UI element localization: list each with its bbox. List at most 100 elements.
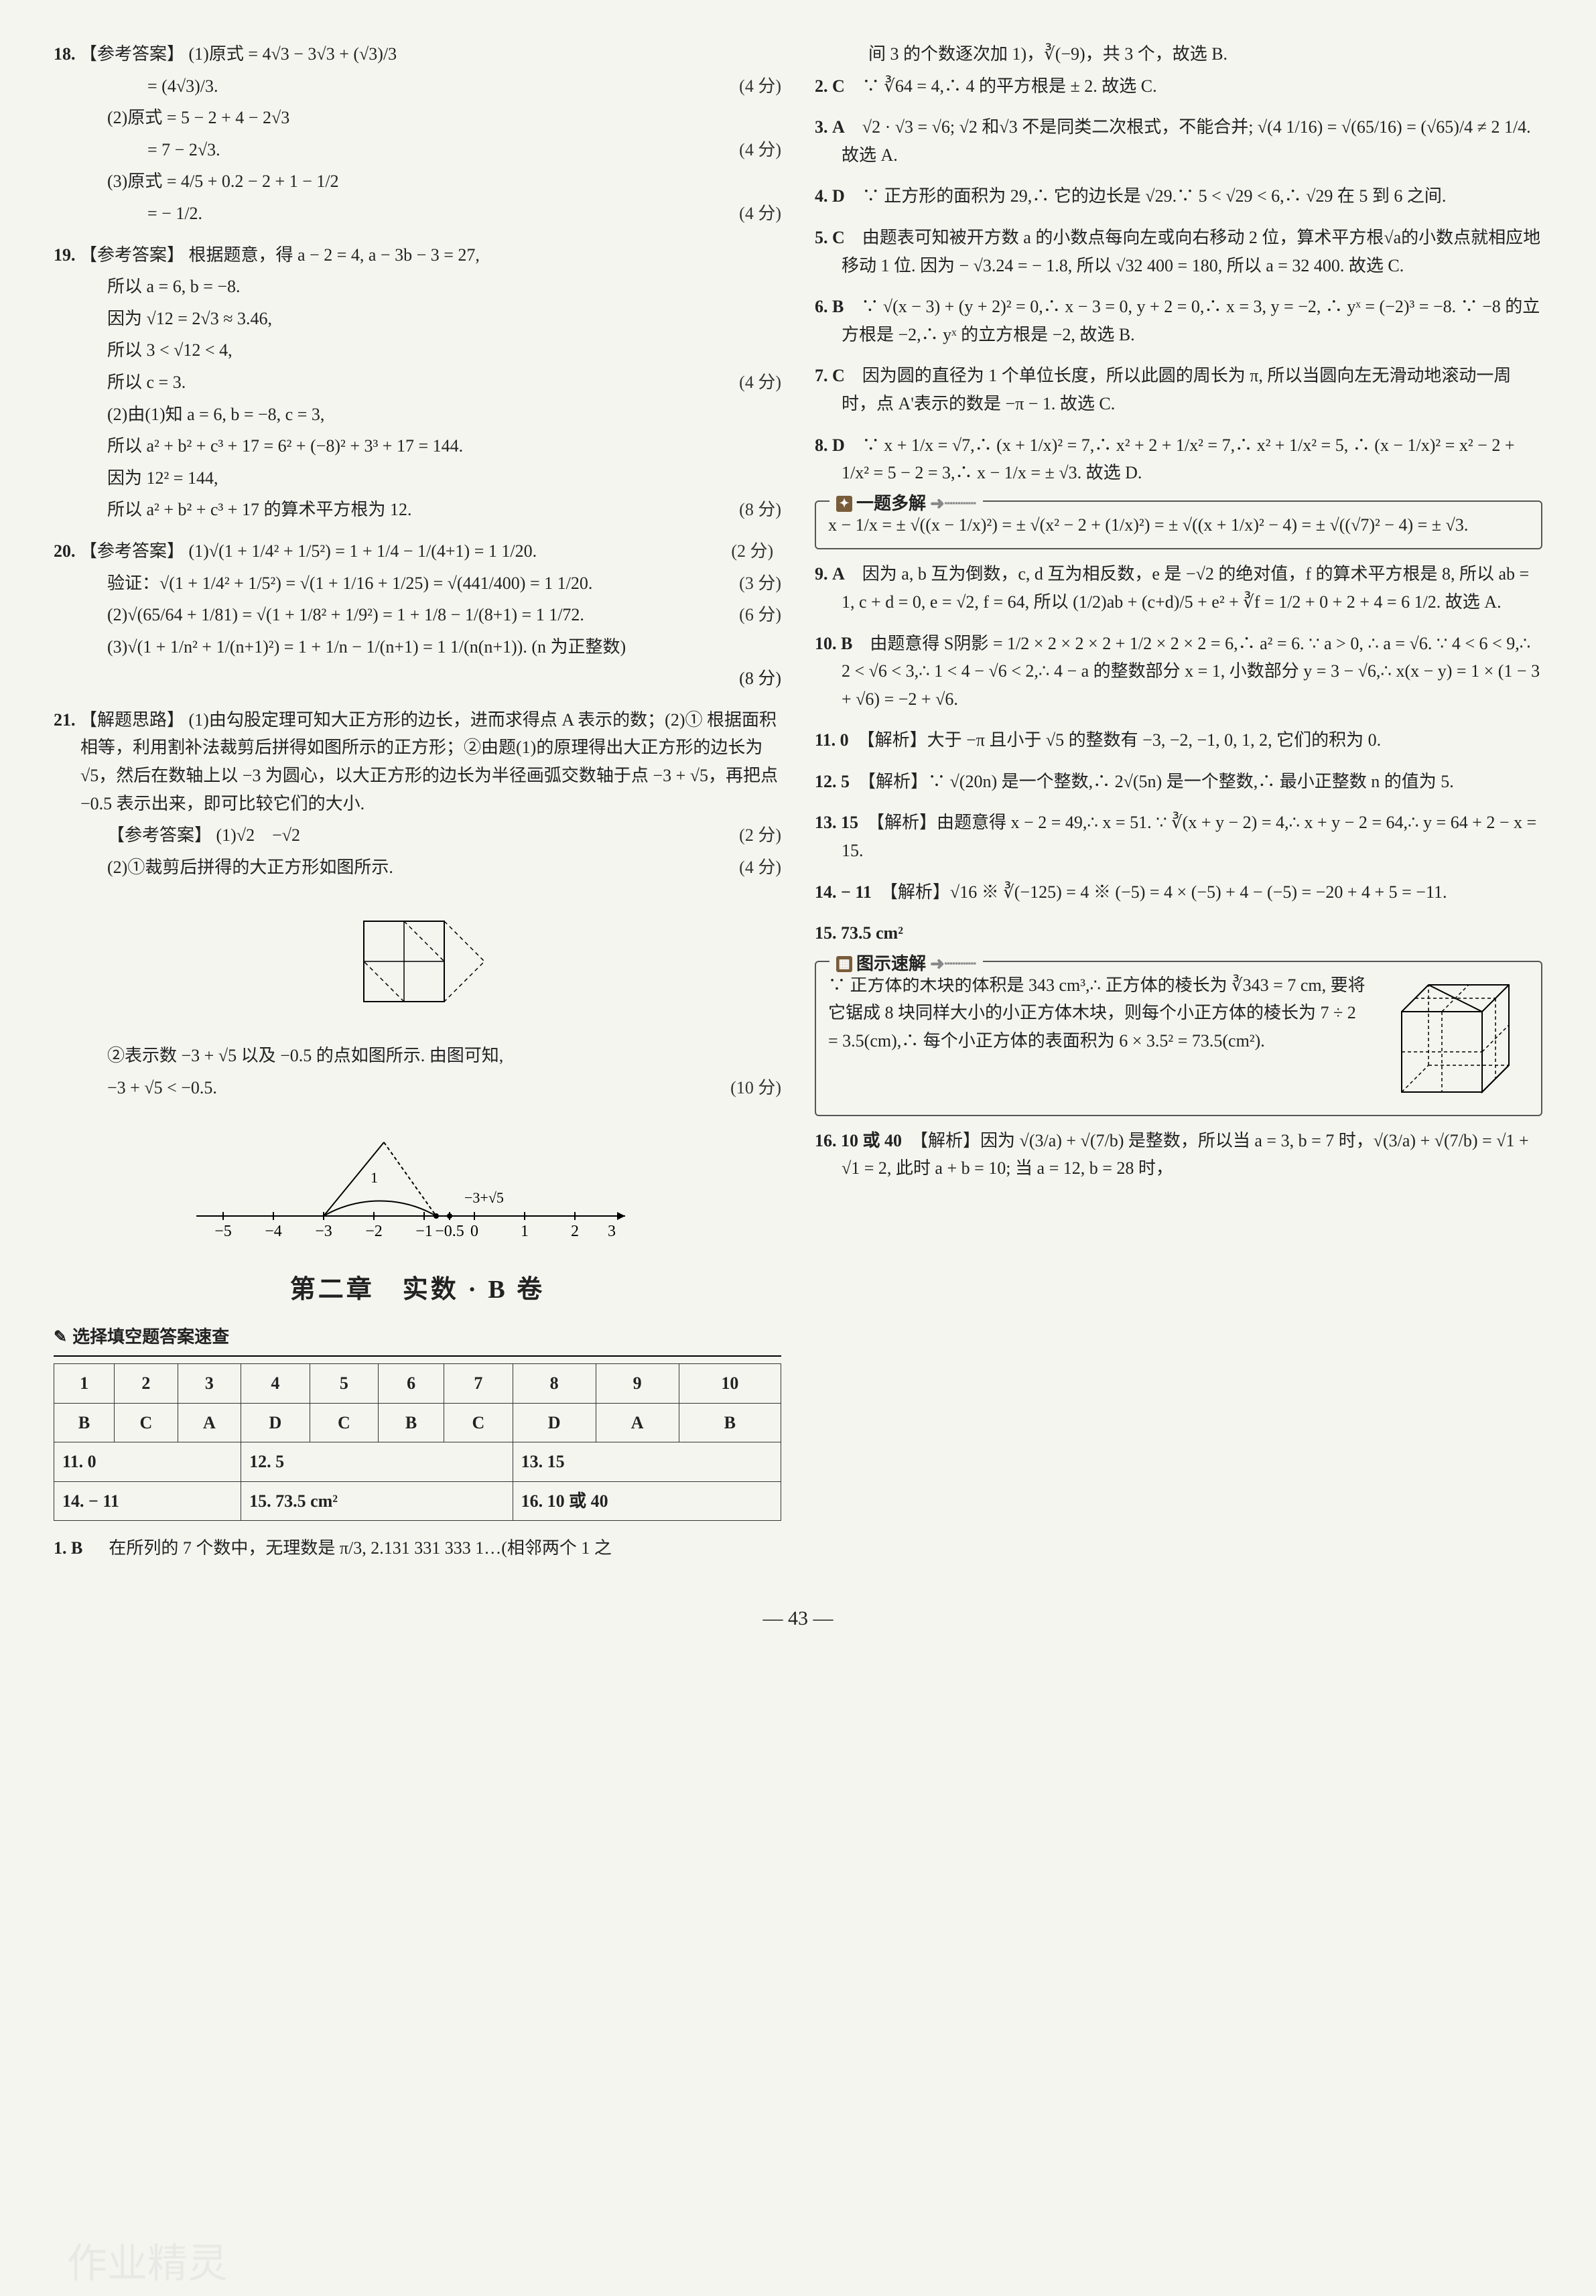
cell: 4 <box>241 1364 310 1404</box>
answer-letter: A <box>832 564 845 584</box>
score: (10 分) <box>730 1074 781 1102</box>
problem-number: 9. <box>815 564 828 584</box>
problem-2: 2. C ∵ ∛64 = 4,∴ 4 的平方根是 ± 2. 故选 C. <box>815 72 1542 100</box>
problem-15: 15. 73.5 cm² <box>815 919 1542 947</box>
svg-text:−0.5: −0.5 <box>435 1223 464 1240</box>
multi-solution-box: ✦ 一题多解 ➜┈┈┈ x − 1/x = ± √((x − 1/x)²) = … <box>815 500 1542 550</box>
answer-value: 15 <box>841 813 858 832</box>
text: 所以 a² + b² + c³ + 17 的算术平方根为 12. <box>107 500 411 519</box>
box-content: ∵ 正方体的木块的体积是 343 cm³,∴ 正方体的棱长为 ∛343 = 7 … <box>828 971 1368 1055</box>
score: (6 分) <box>739 601 781 629</box>
problem-number: 3. <box>815 117 828 137</box>
problem-20: 20. 【参考答案】 (2 分) (1)√(1 + 1/4² + 1/5²) =… <box>54 537 781 693</box>
box-title: ▦ 图示速解 ➜┈┈┈ <box>829 950 983 978</box>
cell: 16. 10 或 40 <box>513 1481 781 1521</box>
cell: C <box>444 1403 513 1442</box>
answer-value: 10 或 40 <box>841 1131 902 1150</box>
problem-number: 8. <box>815 435 828 455</box>
thinking-label: 【解题思路】 <box>80 710 184 730</box>
text: 因为 √12 = 2√3 ≈ 3.46, <box>107 309 272 328</box>
problem-18: 18. 【参考答案】 (1)原式 = 4√3 − 3√3 + (√3)/3 (4… <box>54 40 781 228</box>
answer-label: 【参考答案】 <box>80 245 184 265</box>
svg-text:1: 1 <box>371 1169 378 1186</box>
score: (3 分) <box>739 569 781 598</box>
answer-letter: B <box>71 1538 82 1558</box>
watermark: 作业精灵 <box>67 2232 228 2296</box>
problem-number: 5. <box>815 228 828 247</box>
cell: 2 <box>115 1364 178 1404</box>
svg-text:−4: −4 <box>265 1223 282 1240</box>
text: 所以 a² + b² + c³ + 17 = 6² + (−8)² + 3³ +… <box>107 436 463 456</box>
text: √2 · √3 = √6; √2 和√3 不是同类二次根式，不能合并; √(4 … <box>842 117 1531 165</box>
problem-number: 19. <box>54 245 76 265</box>
problem-number: 18. <box>54 44 76 64</box>
text: 间 3 的个数逐次加 1)，∛(−9)，共 3 个，故选 B. <box>868 44 1227 64</box>
score: (2 分) <box>758 537 781 565</box>
text: 因为 12² = 144, <box>107 468 218 488</box>
answer-letter: C <box>832 228 845 247</box>
problem-number: 12. <box>815 772 837 791</box>
text: = − 1/2. <box>147 204 202 223</box>
score: (4 分) <box>739 72 781 100</box>
cell: B <box>54 1403 115 1442</box>
score: (4 分) <box>739 368 781 397</box>
box-title: ✦ 一题多解 ➜┈┈┈ <box>829 490 983 518</box>
text: (1)√2 −√2 <box>216 825 301 845</box>
text: 由题表可知被开方数 a 的小数点每向左或向右移动 2 位，算术平方根√a的小数点… <box>842 228 1540 275</box>
svg-text:0: 0 <box>470 1223 478 1240</box>
cell: 5 <box>310 1364 379 1404</box>
answer-letter: D <box>832 435 845 455</box>
text: √16 ※ ∛(−125) = 4 ※ (−5) = 4 × (−5) + 4 … <box>950 882 1447 902</box>
text: (1)原式 = 4√3 − 3√3 + (√3)/3 <box>189 44 397 64</box>
svg-text:−5: −5 <box>214 1223 232 1240</box>
text: (2)√(65/64 + 1/81) = √(1 + 1/8² + 1/9²) … <box>107 605 584 624</box>
problem-12: 12. 5 【解析】∵ √(20n) 是一个整数,∴ 2√(5n) 是一个整数,… <box>815 768 1542 796</box>
text: 由题意得 x − 2 = 49,∴ x = 51. ∵ ∛(x + y − 2)… <box>842 813 1536 860</box>
cell: 7 <box>444 1364 513 1404</box>
problem-number: 4. <box>815 186 828 206</box>
score: (4 分) <box>739 854 781 882</box>
text: 在所列的 7 个数中，无理数是 π/3, 2.131 331 333 1…(相邻… <box>109 1538 612 1558</box>
number-line-diagram: −5−4 −3−2 −1−0.5 01 23 1 −3+√5 <box>183 1116 652 1250</box>
cell: A <box>178 1403 241 1442</box>
problem-3: 3. A √2 · √3 = √6; √2 和√3 不是同类二次根式，不能合并;… <box>815 113 1542 169</box>
cell: 11. 0 <box>54 1442 241 1482</box>
problem-number: 2. <box>815 76 828 96</box>
problem-4: 4. D ∵ 正方形的面积为 29,∴ 它的边长是 √29.∵ 5 < √29 … <box>815 182 1542 210</box>
answer-value: 0 <box>840 730 849 750</box>
cell: 1 <box>54 1364 115 1404</box>
analysis-label: 【解析】 <box>867 772 928 791</box>
table-row: B C A D C B C D A B <box>54 1403 781 1442</box>
cell: 9 <box>596 1364 679 1404</box>
cell: 10 <box>679 1364 781 1404</box>
text: ∵ √(20n) 是一个整数,∴ 2√(5n) 是一个整数,∴ 最小正整数 n … <box>928 772 1454 791</box>
answer-letter: D <box>832 186 845 206</box>
problem-7: 7. C 因为圆的直径为 1 个单位长度，所以此圆的周长为 π, 所以当圆向左无… <box>815 362 1542 417</box>
diagram-solution-box: ▦ 图示速解 ➜┈┈┈ ∵ 正方体的木块的体积是 343 cm³,∴ 正方体的棱… <box>815 961 1542 1116</box>
lightbulb-icon: ✦ <box>836 496 852 512</box>
text: = (4√3)/3. <box>147 76 218 96</box>
arrow-icon: ➜┈┈┈ <box>930 950 976 978</box>
problem-16: 16. 10 或 40 【解析】因为 √(3/a) + √(7/b) 是整数，所… <box>815 1127 1542 1183</box>
text: −3 + √5 < −0.5. <box>107 1078 217 1097</box>
pencil-icon: ✎ <box>54 1325 67 1350</box>
answer-label: 【参考答案】 <box>80 44 184 64</box>
analysis-label: 【解析】 <box>866 730 927 750</box>
text: (2)由(1)知 a = 6, b = −8, c = 3, <box>107 405 324 424</box>
text: (3)原式 = 4/5 + 0.2 − 2 + 1 − 1/2 <box>107 172 339 191</box>
problem-number: 11. <box>815 730 836 750</box>
cell: 15. 73.5 cm² <box>241 1481 513 1521</box>
header-text: 选择填空题答案速查 <box>72 1323 229 1351</box>
problem-6: 6. B ∵ √(x − 3) + (y + 2)² = 0,∴ x − 3 =… <box>815 293 1542 348</box>
answer-table: 1 2 3 4 5 6 7 8 9 10 B C A D C B C D A <box>54 1363 781 1521</box>
text: ②表示数 −3 + √5 以及 −0.5 的点如图所示. 由图可知, <box>107 1046 503 1065</box>
svg-text:1: 1 <box>521 1223 529 1240</box>
answer-value: 5 <box>841 772 850 791</box>
answer-letter: C <box>832 366 845 385</box>
problem-number: 16. <box>815 1131 837 1150</box>
problem-13: 13. 15 【解析】由题意得 x − 2 = 49,∴ x = 51. ∵ ∛… <box>815 809 1542 864</box>
left-column: 18. 【参考答案】 (1)原式 = 4√3 − 3√3 + (√3)/3 (4… <box>54 40 781 1576</box>
score: (8 分) <box>739 496 781 524</box>
problem-number: 21. <box>54 710 76 730</box>
text: = 7 − 2√3. <box>147 140 220 159</box>
